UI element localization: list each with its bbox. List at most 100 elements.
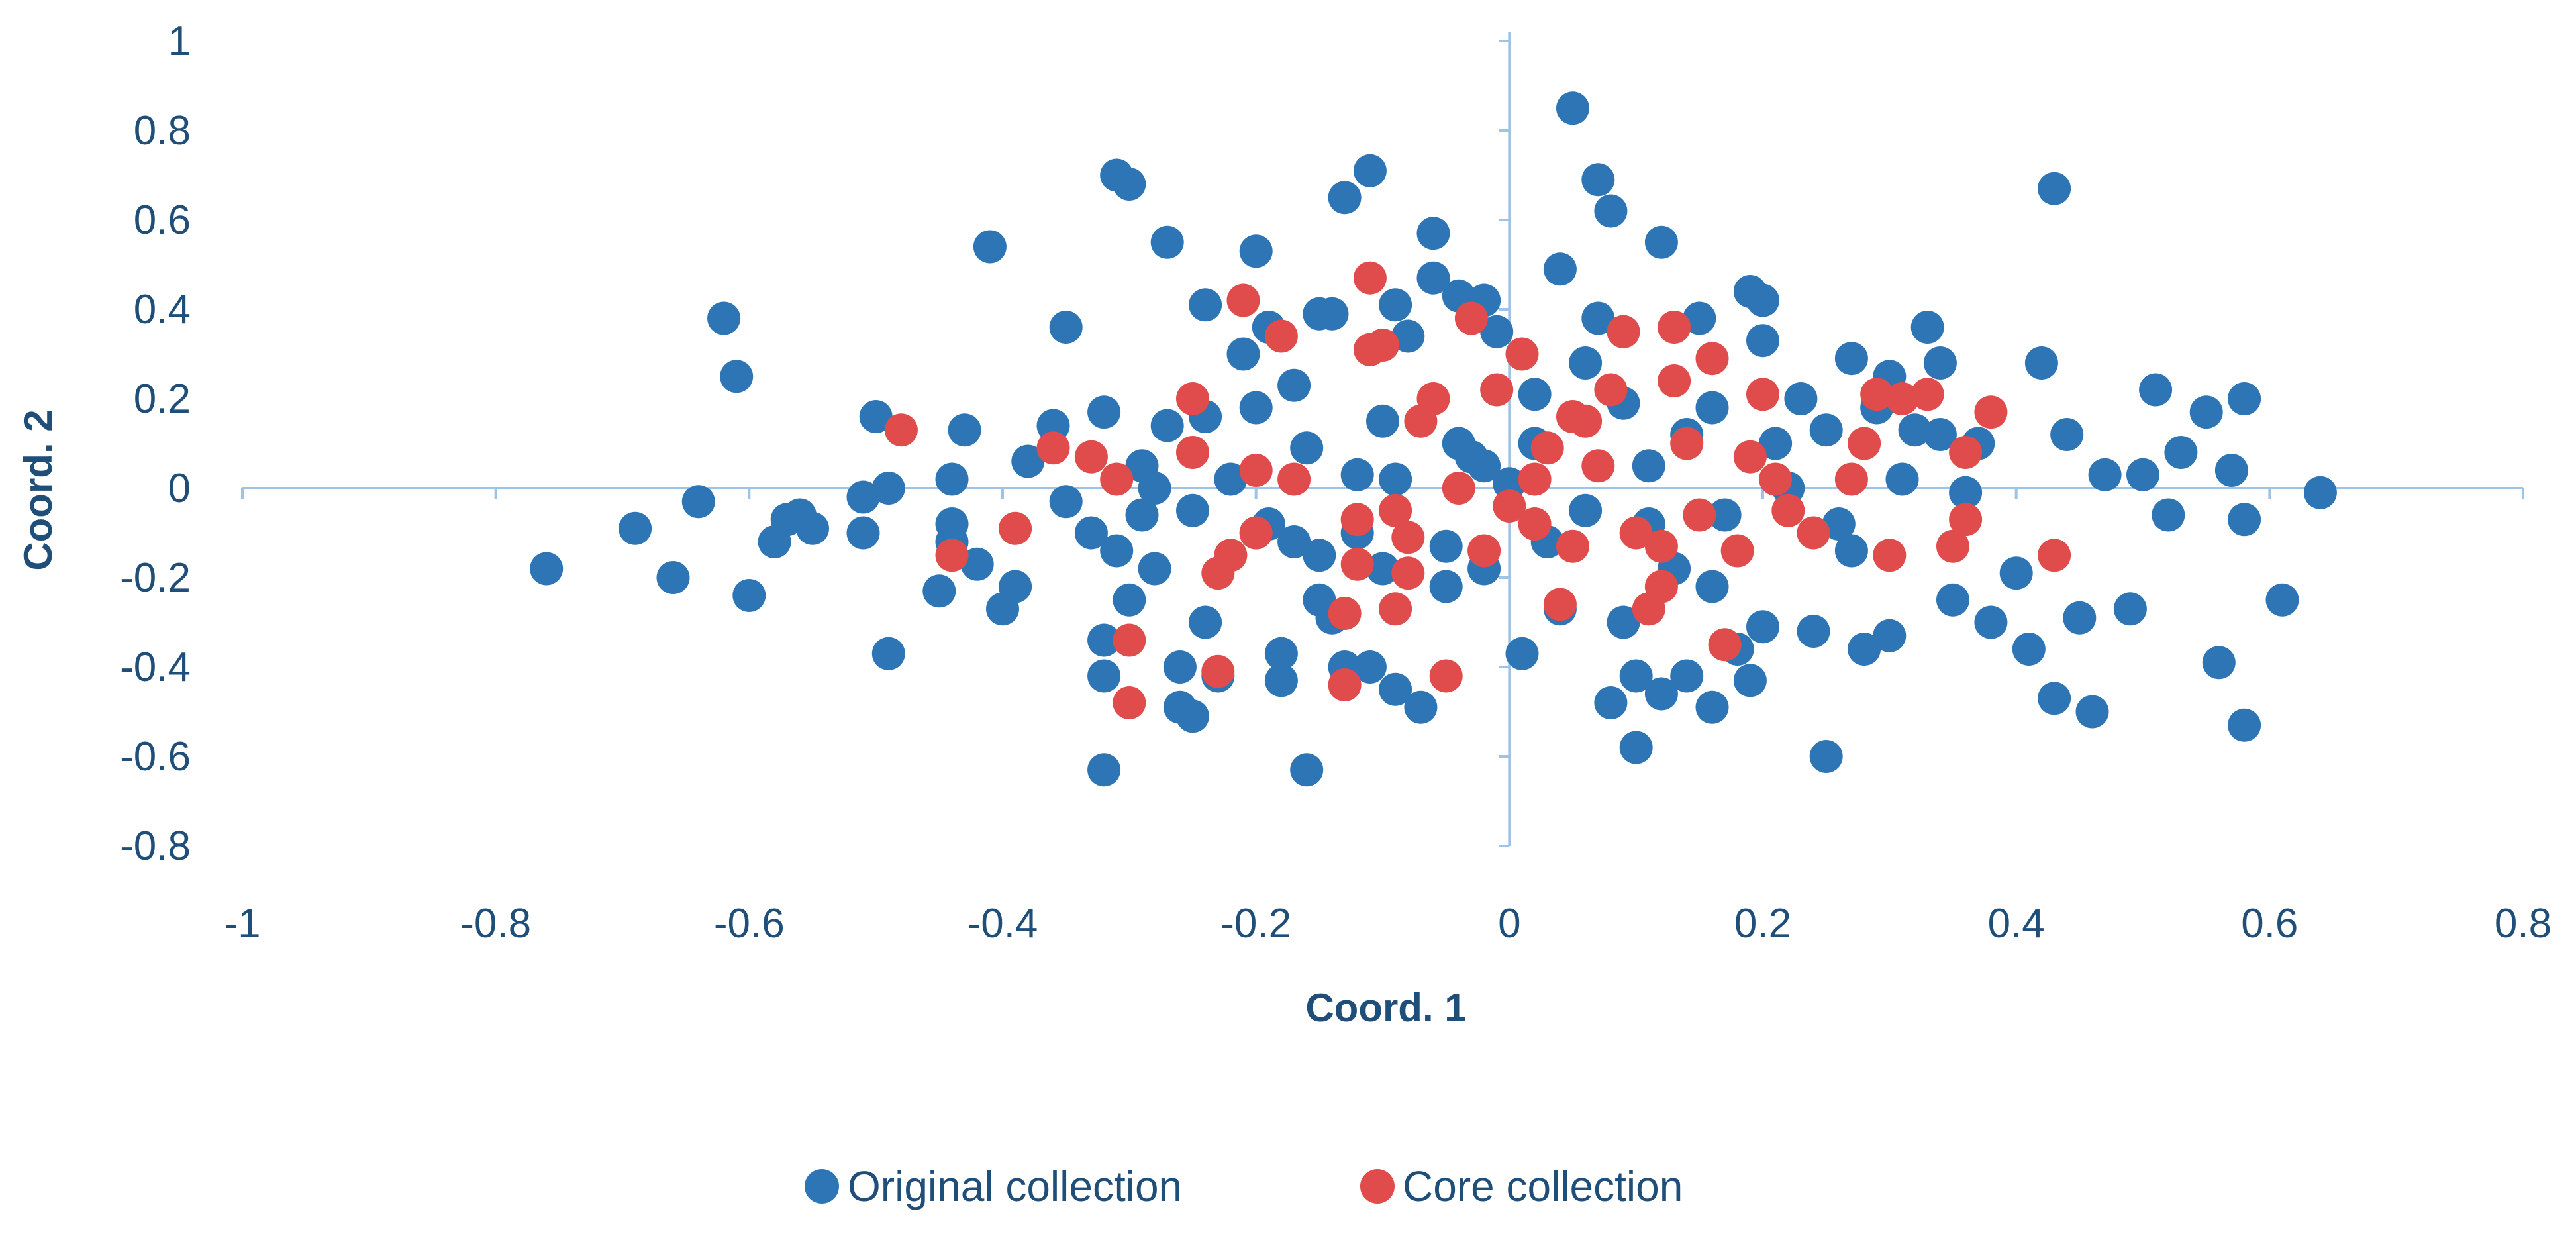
legend-marker-original: [805, 1169, 839, 1204]
core-point: [1379, 493, 1412, 527]
original-point: [1644, 225, 1678, 259]
original-point: [1366, 404, 1399, 438]
original-point: [1834, 534, 1868, 568]
original-point: [707, 301, 741, 335]
core-point: [1353, 261, 1387, 295]
x-tick-label: 0.6: [2241, 901, 2298, 947]
core-point: [1277, 462, 1311, 496]
original-point: [1974, 605, 2008, 639]
original-point: [1315, 297, 1349, 331]
original-point: [1429, 529, 1463, 563]
core-point: [1974, 395, 2008, 429]
core-point: [1834, 462, 1868, 496]
original-point: [1113, 583, 1146, 617]
original-point: [1113, 168, 1146, 201]
core-point: [1379, 592, 1412, 626]
core-point: [1910, 378, 1944, 411]
y-tick-label: -0.4: [120, 644, 191, 690]
original-point: [1822, 507, 1856, 541]
core-point: [1036, 431, 1070, 465]
original-point: [1226, 337, 1260, 371]
core-point: [1518, 462, 1552, 496]
core-point: [1340, 503, 1374, 537]
core-point: [935, 539, 969, 572]
original-point: [1277, 368, 1311, 402]
original-point: [935, 507, 969, 541]
original-point: [1379, 288, 1412, 322]
original-point: [1150, 409, 1184, 442]
core-point: [1644, 529, 1678, 563]
original-point: [1594, 194, 1628, 228]
core-point: [1505, 337, 1539, 371]
x-tick-label: -1: [224, 901, 260, 947]
core-point: [1113, 686, 1146, 719]
original-point: [973, 230, 1007, 264]
x-tick-label: -0.4: [967, 901, 1038, 947]
original-point: [922, 574, 956, 608]
original-point: [1936, 583, 1969, 617]
core-point: [1658, 311, 1691, 344]
original-point: [1087, 395, 1121, 429]
original-point: [1416, 261, 1450, 295]
original-point: [2113, 592, 2147, 626]
original-point: [1290, 753, 1324, 787]
original-point: [999, 570, 1032, 603]
core-point: [1658, 364, 1691, 397]
original-point: [1416, 217, 1450, 250]
core-point: [1683, 498, 1716, 532]
core-point: [1530, 431, 1564, 465]
core-point: [1619, 516, 1653, 550]
core-point: [1214, 539, 1248, 572]
core-point: [1176, 382, 1209, 415]
original-point: [1189, 605, 1222, 639]
original-point: [1328, 181, 1362, 215]
original-point: [1569, 346, 1603, 380]
original-point: [2139, 373, 2173, 407]
x-axis-title: Coord. 1: [1305, 986, 1466, 1030]
original-point: [2228, 708, 2261, 742]
core-point: [1442, 472, 1475, 505]
original-point: [1683, 301, 1716, 335]
original-point: [1885, 462, 1919, 496]
original-point: [1150, 225, 1184, 259]
original-point: [1746, 324, 1779, 358]
original-point: [1695, 690, 1729, 724]
core-point: [1644, 570, 1678, 603]
original-point: [1594, 686, 1628, 719]
original-point: [1708, 498, 1742, 532]
original-point: [1746, 610, 1779, 644]
original-point: [1125, 498, 1159, 532]
original-point: [656, 561, 690, 594]
original-point: [1923, 346, 1957, 380]
original-point: [1138, 472, 1171, 505]
core-point: [1860, 378, 1894, 411]
core-point: [1733, 440, 1767, 474]
y-tick-label: 1: [168, 19, 191, 64]
original-point: [2126, 458, 2159, 491]
y-tick-label: -0.2: [120, 555, 191, 601]
data-points: [530, 91, 2337, 787]
original-point: [1809, 413, 1843, 447]
original-point: [1581, 301, 1615, 335]
original-point: [1644, 677, 1678, 711]
core-point: [1328, 597, 1362, 630]
original-point: [2063, 601, 2097, 635]
original-point: [1670, 659, 1704, 693]
series-core-collection: [884, 261, 2071, 719]
core-point: [1074, 440, 1108, 474]
original-point: [1949, 476, 1983, 509]
x-tick-label: 0.4: [1988, 901, 2045, 947]
original-point: [2024, 346, 2058, 380]
y-tick-label: 0: [168, 466, 191, 511]
core-point: [1873, 539, 1907, 572]
original-point: [1784, 382, 1818, 415]
core-point: [1113, 623, 1146, 657]
original-point: [1290, 431, 1324, 465]
original-point: [1379, 672, 1412, 706]
core-point: [1708, 628, 1742, 662]
y-tick-label: 0.8: [134, 108, 191, 154]
original-point: [732, 579, 766, 612]
original-point: [846, 480, 880, 514]
core-point: [1176, 436, 1209, 469]
core-point: [1239, 516, 1273, 550]
